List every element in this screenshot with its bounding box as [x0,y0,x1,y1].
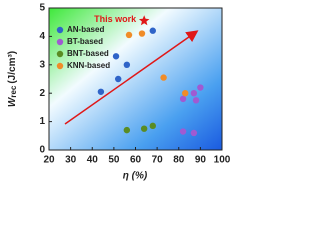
data-point [190,129,198,137]
legend-label: AN-based [67,25,104,34]
y-tick-label: 1 [39,116,45,127]
x-tick-label: 20 [43,155,55,166]
legend-marker [56,38,64,46]
y-tick-label: 0 [39,145,45,156]
x-tick-label: 60 [130,155,142,166]
data-point [160,74,167,81]
data-point [112,53,120,60]
x-tick-label: 100 [214,155,230,166]
x-tick-label: 80 [173,155,185,166]
legend-label: KNN-based [67,61,110,70]
y-tick-label: 4 [39,31,45,42]
annotation-label: This work [94,14,137,24]
y-label-subscript: rec [9,85,18,98]
data-point [123,61,131,68]
data-point [190,90,198,97]
data-point [115,75,122,83]
legend-marker [56,50,64,58]
data-point [140,125,148,132]
this-work-star [138,15,150,26]
x-axis-label: η (%) [123,171,148,182]
x-tick-label: 40 [87,155,99,166]
legend-marker [56,62,64,70]
y-tick-label: 5 [39,3,45,14]
y-tick-label: 2 [39,88,45,99]
data-point [149,122,156,130]
y-label-symbol: W [7,96,18,107]
legend-label: BNT-based [67,49,109,58]
x-tick-label: 50 [108,155,120,166]
legend-label: BT-based [67,37,103,46]
data-point [149,27,156,34]
data-point [197,84,204,91]
chart: η (%) Wrec(J/cm³) 20 30 40 50 60 70 80 90 100 0 1 2… [7,3,230,182]
data-point [179,95,187,103]
y-label-unit: (J/cm³) [7,51,18,84]
data-point [123,126,131,134]
data-point [192,97,200,104]
y-axis-label: Wrec(J/cm³) [7,51,18,107]
x-tick-label: 90 [195,155,207,166]
data-point [125,31,133,39]
trend-arrow [64,30,199,125]
data-point [182,90,189,97]
data-point [138,30,146,37]
y-tick-label: 3 [39,59,45,70]
legend-marker [56,26,64,34]
x-tick-label: 70 [152,155,164,166]
x-tick-label: 30 [65,155,77,166]
data-point [179,128,187,135]
data-point [97,88,105,95]
